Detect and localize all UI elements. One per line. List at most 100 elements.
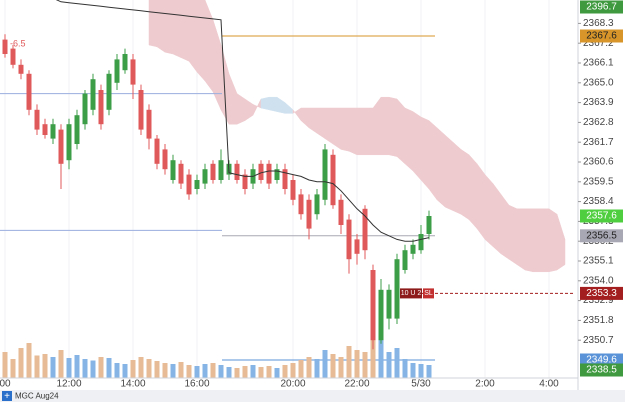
price-tag [580,29,623,43]
axes: 2368.3 2367.2 2366.1 2365.0 2363.9 2362.8 2361… [0,0,623,390]
y-tick-label: 2354.0 [583,275,614,286]
candle-body [178,163,184,184]
candle-body [378,289,384,341]
cloud-segment [348,107,358,156]
y-tick-label: 2350.7 [583,335,614,346]
y-tick-label: 2352.9 [583,295,614,306]
change-label: -6.5 [10,38,26,48]
volume-bar [242,366,248,378]
volume-bar [346,346,352,378]
price-tag [580,0,623,14]
cloud-segment [468,154,478,230]
cloud-segment [508,204,518,266]
candle-body [202,169,208,184]
volume-bar [234,368,240,378]
cloud-segment [188,0,198,73]
candle-body [218,160,224,180]
y-tick-label: 2358.4 [583,196,614,207]
cloud-segment [180,0,190,62]
cloud-segment [412,111,422,181]
stop-label: SL [424,290,433,297]
candle-body [330,154,336,206]
cloud-segment [156,0,166,53]
y-tick-label: 2361.7 [583,137,614,148]
price-tag-label: 2396.7 [586,2,617,13]
volume-bar [138,357,144,378]
volume-bar [34,355,40,378]
volume-bar [282,365,288,378]
order-label: 10 U 2 [401,290,422,297]
cloud-segment [356,107,366,156]
instrument[interactable]: MGC Aug24 [15,392,59,401]
candle-body [386,289,392,319]
candle-body [42,124,48,135]
cloud-segment [396,98,406,165]
volume-bar [146,359,152,378]
candle-body [402,250,408,270]
volume-bar [290,363,296,378]
candle-body [74,115,80,144]
volume-bar [258,367,264,378]
plot-area: 10 U 2 SL [0,0,575,378]
cloud-segment [260,96,270,111]
candle-body [298,194,304,215]
volume-bar [114,363,120,378]
price-tag [580,286,623,300]
candle-body [90,79,96,110]
cloud-segment [388,96,398,157]
candle-body [266,163,272,184]
x-tick-label: 20:00 [280,379,305,390]
cloud-segment [268,96,278,112]
candle-body [186,174,192,195]
x-tick-label: 5/30 [411,379,431,390]
candle-body [338,199,344,225]
volume-bar [98,357,104,378]
x-tick-label: 00 [0,379,11,390]
candle-body [98,90,104,125]
candle-body [82,93,88,125]
volume-bar [162,363,168,378]
volume-bar [218,365,224,378]
candle-body [170,160,176,180]
y-tick-label: 2368.3 [583,18,614,29]
volume-bar [306,357,312,378]
status-bar [0,390,625,402]
price-tag-label: 2367.6 [586,31,617,42]
price-tag [580,363,623,377]
add-button[interactable] [2,391,12,401]
volume-bar [402,359,408,378]
candle-body [2,39,8,54]
candle-body [146,109,152,139]
candle-body [66,124,72,161]
cloud-segment [452,141,462,215]
volume-bar [250,365,256,378]
x-tick-label: 22:00 [344,379,369,390]
volume-bar [178,362,184,378]
price-tag [580,229,623,243]
candle-body [50,124,56,139]
price-tag-label: 2353.3 [586,288,617,299]
y-tick-label: 2360.6 [583,157,614,168]
price-tag-label: 2357.6 [586,211,617,222]
candle-body [210,163,216,180]
candle-body [314,194,320,215]
cloud-segment [524,208,534,273]
candle-body [290,180,296,200]
candle-body [362,208,368,251]
candle-body [106,73,112,110]
moving-average [55,0,430,242]
volume-bar [66,358,72,378]
candle-body [354,239,360,254]
cloud-segment [380,96,390,156]
price-tag-label: 2349.6 [586,355,617,366]
volume-bar [130,360,136,378]
cloud-segment [500,193,510,260]
cloud-segment [420,116,430,190]
volume-bar [90,360,96,378]
candle-body [322,149,328,200]
candle-body [34,109,40,130]
cloud-segment [148,0,158,48]
candle-body [410,244,416,254]
volume-bar [50,357,56,378]
cloud-segment [444,134,454,211]
